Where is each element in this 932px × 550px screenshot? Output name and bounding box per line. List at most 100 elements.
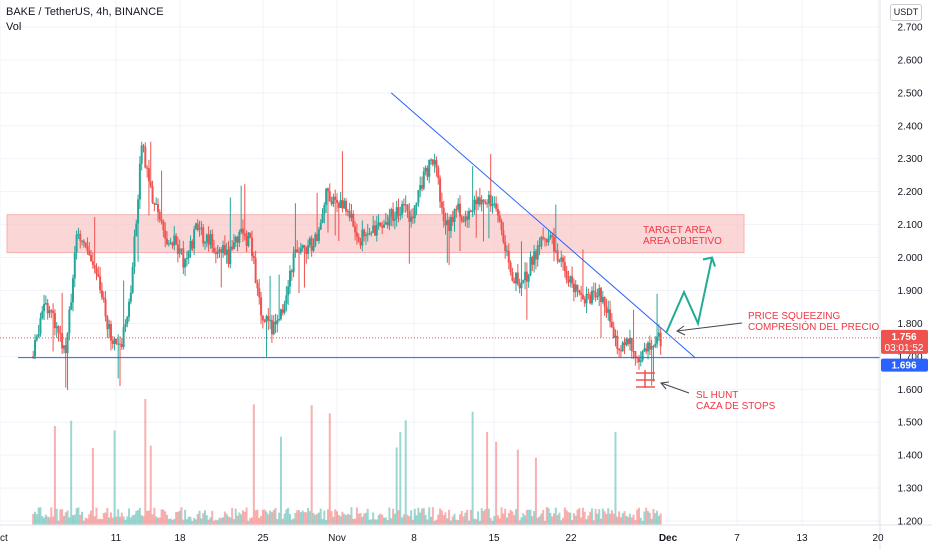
candle-body <box>399 214 402 216</box>
volume-bar <box>417 507 420 525</box>
volume-bar <box>162 509 165 525</box>
candle-body <box>100 290 103 298</box>
volume-bar <box>462 516 465 525</box>
volume-bar <box>236 515 239 525</box>
candle-body <box>603 297 606 307</box>
volume-bar <box>621 513 624 525</box>
volume-bar <box>267 514 270 525</box>
volume-bar <box>641 520 644 525</box>
candle-body <box>355 232 358 237</box>
candle-body <box>205 234 208 243</box>
volume-bar <box>73 514 76 525</box>
volume-bar <box>314 514 317 525</box>
volume-bar <box>654 513 657 525</box>
volume-indicator-label[interactable]: Vol <box>6 21 22 33</box>
candle-body <box>442 207 445 221</box>
volume-bar <box>131 515 134 525</box>
candle-body <box>509 262 512 273</box>
volume-bar <box>373 519 376 525</box>
volume-bar <box>32 513 35 525</box>
candle-body <box>585 293 588 304</box>
projection-arrow[interactable] <box>665 257 713 334</box>
candle-body <box>77 234 80 236</box>
candle-body <box>379 222 382 227</box>
candle-body <box>203 242 206 244</box>
candle-body <box>430 159 433 161</box>
volume-bar <box>196 513 199 525</box>
volume-bar <box>567 512 570 525</box>
price-tick-label: 1.300 <box>897 484 922 495</box>
volume-bar <box>191 520 194 525</box>
volume-bar <box>460 511 463 525</box>
candle-body <box>301 245 304 249</box>
descending-trendline[interactable] <box>390 92 696 359</box>
volume-bar <box>156 517 159 525</box>
candle-body <box>370 232 373 234</box>
volume-bar <box>574 515 577 525</box>
volume-bar <box>433 520 436 525</box>
candle-body <box>601 297 604 302</box>
volume-bar <box>175 512 178 525</box>
candle-body <box>408 211 411 222</box>
currency-button[interactable]: USDT <box>890 4 922 21</box>
volume-bar <box>576 509 579 525</box>
volume-bar <box>426 519 429 525</box>
volume-bar <box>44 514 47 525</box>
volume-bar <box>410 510 413 525</box>
squeeze-pointer-arrow[interactable] <box>676 322 743 332</box>
candle-body <box>62 345 65 349</box>
candle-body <box>560 257 563 262</box>
volume-bar <box>281 518 284 525</box>
candle-body <box>70 302 73 310</box>
candle-body <box>469 210 472 212</box>
volume-bar <box>120 512 123 525</box>
candle-body <box>527 274 530 282</box>
volume-bar <box>401 517 404 525</box>
volume-bar <box>307 507 310 525</box>
volume-bar <box>57 520 60 525</box>
candle-body <box>377 222 380 225</box>
volume-bar <box>509 509 512 525</box>
price-axis[interactable]: 2.700 2.600 2.500 2.400 2.300 2.200 2.100 2.000… <box>879 0 923 550</box>
candle-body <box>71 278 74 303</box>
candle-body <box>420 185 423 189</box>
chart-grid <box>0 0 880 525</box>
candle-body <box>214 252 217 254</box>
volume-bar <box>352 518 355 525</box>
sl-hunt-marks <box>636 370 655 388</box>
candle-body <box>592 290 595 293</box>
volume-bar <box>603 511 606 525</box>
candle-body <box>287 286 290 296</box>
volume-bar <box>214 519 217 525</box>
candle-body <box>484 201 487 204</box>
volume-bar <box>652 508 655 525</box>
volume-bar <box>234 508 237 525</box>
sl-pointer-arrow[interactable] <box>660 382 690 394</box>
volume-bar <box>251 517 254 525</box>
volume-bar <box>91 447 94 525</box>
candle-body <box>292 253 295 273</box>
volume-bar <box>439 508 442 525</box>
candle-body <box>267 316 270 321</box>
candle-body <box>167 243 170 245</box>
volume-bar <box>287 507 290 525</box>
candle-body <box>343 200 346 209</box>
time-axis[interactable]: Oct 11 18 25 Nov 8 15 22 Dec 7 13 20 <box>0 524 932 544</box>
volume-bar <box>581 507 584 525</box>
volume-bar <box>160 509 163 525</box>
volume-bar <box>258 517 261 525</box>
volume-bar <box>505 517 508 525</box>
candle-body <box>623 342 626 346</box>
symbol-title[interactable]: BAKE / TetherUS, 4h, BINANCE <box>6 6 164 18</box>
candle-body <box>294 249 297 254</box>
time-tick-label: 18 <box>174 533 186 544</box>
candle-body <box>79 234 82 241</box>
candle-body <box>227 249 230 265</box>
candle-body <box>542 237 545 239</box>
volume-bar <box>321 518 324 525</box>
candle-body <box>194 223 197 230</box>
target-area-label-es: AREA OBJETIVO <box>643 236 722 247</box>
candle-body <box>554 250 557 252</box>
candle-body <box>563 262 566 271</box>
